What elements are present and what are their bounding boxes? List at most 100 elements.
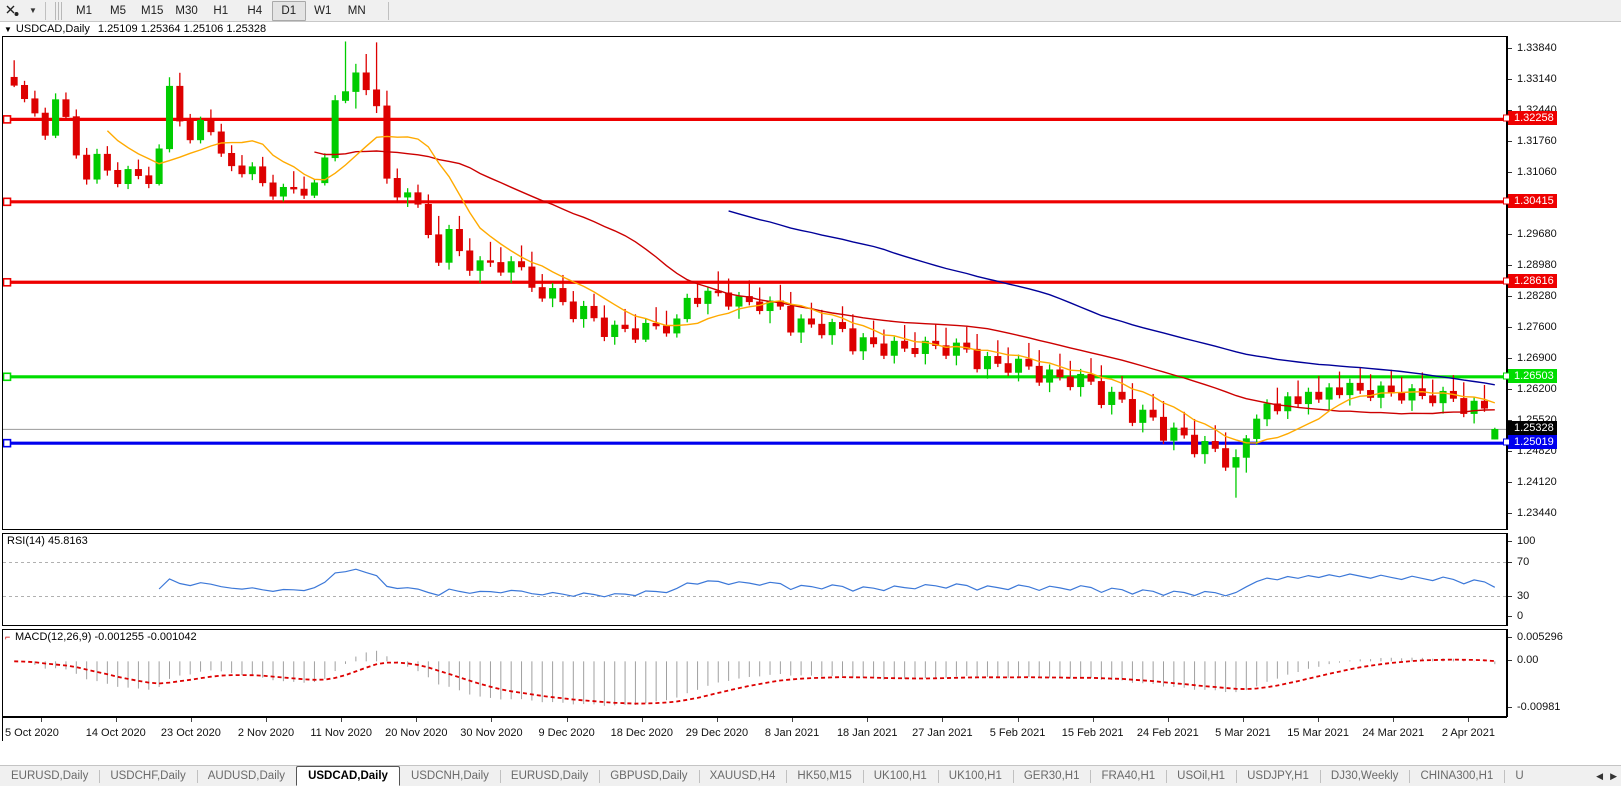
price-tick-label: 1.31760 xyxy=(1508,135,1557,147)
chart-tab-hk50-m15[interactable]: HK50,M15 xyxy=(786,766,862,786)
chart-tab-bar: EURUSD,Daily USDCHF,Daily AUDUSD,Daily USDC… xyxy=(0,765,1621,786)
chart-tab-uk100-h1[interactable]: UK100,H1 xyxy=(937,766,1013,786)
price-tick-label: 1.28280 xyxy=(1508,290,1557,302)
price-tick-label: 1.26200 xyxy=(1508,383,1557,395)
price-tick-label: 1.33840 xyxy=(1508,42,1557,54)
timeframe-d1-button[interactable]: D1 xyxy=(271,0,306,21)
chart-tab-dj30-weekly[interactable]: DJ30,Weekly xyxy=(1319,766,1410,786)
scroll-right-icon[interactable]: ▶ xyxy=(1610,770,1617,781)
toolbar-separator xyxy=(45,1,46,20)
price-tick-label: 1.26900 xyxy=(1508,352,1557,364)
date-axis-label: 30 Nov 2020 xyxy=(460,727,523,739)
price-level-handle[interactable] xyxy=(1503,277,1510,285)
date-tick xyxy=(1017,718,1019,722)
chart-tab-usdcnh-daily[interactable]: USDCNH,Daily xyxy=(410,770,489,782)
timeframe-group: M1 M5 M15 M30 H1 H4 D1 W1 MN xyxy=(67,0,374,21)
toolbar-grip[interactable] xyxy=(55,1,63,20)
timeframe-m5-button[interactable]: M5 xyxy=(110,4,126,17)
date-axis-label: 15 Feb 2021 xyxy=(1061,727,1124,739)
date-axis[interactable]: 5 Oct 2020 14 Oct 2020 23 Oct 2020 2 Nov 20… xyxy=(2,717,1507,741)
scroll-left-icon[interactable]: ◀ xyxy=(1596,770,1604,781)
toolbar-separator-2 xyxy=(387,1,389,20)
price-level-tag-support-green[interactable]: 1.26503 xyxy=(1508,368,1557,383)
price-tick-label: 1.28980 xyxy=(1508,259,1557,271)
symbol-info-bar: ▼ USDCAD,Daily 1.25109 1.25364 1.25106 1… xyxy=(0,22,1621,36)
date-axis-label: 20 Nov 2020 xyxy=(385,727,448,739)
rsi-indicator-pane[interactable]: RSI(14) 45.8163 xyxy=(2,533,1507,626)
price-scale[interactable]: 1.33840 1.33140 1.32440 1.31760 1.31060 1.296… xyxy=(1503,36,1621,530)
date-tick xyxy=(266,718,268,722)
chart-tab-usoil-h1[interactable]: USOil,H1 xyxy=(1166,766,1236,786)
timeframe-w1-button[interactable]: W1 xyxy=(314,4,332,17)
macd-chart-canvas xyxy=(14,650,1496,706)
date-tick xyxy=(491,718,493,722)
price-tick-label: 1.23440 xyxy=(1508,507,1557,519)
price-tick-label: 1.27600 xyxy=(1508,321,1557,333)
macd-scale[interactable]: 0.005296 0.00 -0.00981 xyxy=(1507,629,1621,717)
date-axis-label: 27 Jan 2021 xyxy=(912,727,973,739)
chart-tab-uk100-h1[interactable]: UK100,H1 xyxy=(862,766,938,786)
date-tick xyxy=(190,718,192,722)
date-axis-label: 15 Mar 2021 xyxy=(1287,727,1350,739)
date-tick xyxy=(115,718,117,722)
chart-tab-u[interactable]: U xyxy=(1504,766,1534,786)
chart-tab-eurusd-daily[interactable]: EURUSD,Daily xyxy=(499,766,599,786)
timeframe-mn-button[interactable]: MN xyxy=(347,4,366,17)
price-level-handle[interactable] xyxy=(1503,114,1510,122)
chart-tab-eurusd-daily[interactable]: EURUSD,Daily xyxy=(11,770,89,782)
macd-indicator-pane[interactable]: ⌐ MACD(12,26,9) -0.001255 -0.001042 xyxy=(2,629,1507,717)
triangle-down-icon[interactable]: ▼ xyxy=(4,24,12,34)
chevron-down-icon[interactable]: ▼ xyxy=(29,6,37,15)
chart-tab-gbpusd-daily[interactable]: GBPUSD,Daily xyxy=(599,766,698,786)
date-axis-label: 8 Jan 2021 xyxy=(764,727,820,739)
timeframe-h1-button[interactable]: H1 xyxy=(213,4,229,17)
date-axis-label: 14 Oct 2020 xyxy=(85,727,146,739)
macd-marker-icon: ⌐ xyxy=(5,632,11,642)
date-tick xyxy=(40,718,42,722)
crosshair-cursor-icon[interactable] xyxy=(0,1,26,21)
rsi-chart-canvas xyxy=(3,562,1506,598)
price-level-tag-resistance-1[interactable]: 1.32258 xyxy=(1508,111,1557,126)
price-level-handle[interactable] xyxy=(1503,438,1510,446)
rsi-scale[interactable]: 100 70 30 0 xyxy=(1507,533,1621,626)
chart-tab-usdcad-daily[interactable]: USDCAD,Daily xyxy=(296,766,400,786)
timeframe-m30-button[interactable]: M30 xyxy=(175,4,198,17)
price-level-tag-resistance-2[interactable]: 1.30415 xyxy=(1508,193,1557,208)
date-tick xyxy=(566,718,568,722)
chart-tab-xauusd-h4[interactable]: XAUUSD,H4 xyxy=(698,766,787,786)
price-tick-label: 1.29680 xyxy=(1508,228,1557,240)
chart-tab-fra40-h1[interactable]: FRA40,H1 xyxy=(1090,766,1166,786)
chart-tab-china300-h1[interactable]: CHINA300,H1 xyxy=(1409,766,1504,786)
date-tick xyxy=(1318,718,1320,722)
price-level-handle[interactable] xyxy=(1503,372,1510,380)
chart-tab-usdchf-daily[interactable]: USDCHF,Daily xyxy=(99,766,196,786)
macd-tick-label: 0.005296 xyxy=(1508,631,1563,643)
price-chart-pane[interactable] xyxy=(2,36,1507,530)
date-tick xyxy=(341,718,343,722)
chart-tab-ger30-h1[interactable]: GER30,H1 xyxy=(1012,766,1091,786)
price-level-tag-resistance-3[interactable]: 1.28616 xyxy=(1508,274,1557,289)
date-axis-label: 11 Nov 2020 xyxy=(310,727,372,739)
rsi-tick-label: 100 xyxy=(1508,535,1535,547)
macd-label: MACD(12,26,9) -0.001255 -0.001042 xyxy=(15,631,197,643)
chart-tab-usdjpy-h1[interactable]: USDJPY,H1 xyxy=(1236,766,1320,786)
date-axis-label: 2 Nov 2020 xyxy=(237,727,295,739)
date-tick xyxy=(641,718,643,722)
rsi-tick-label: 30 xyxy=(1508,590,1529,602)
timeframe-m1-button[interactable]: M1 xyxy=(76,4,92,17)
chart-tab-audusd-daily[interactable]: AUDUSD,Daily xyxy=(196,766,296,786)
macd-tick-label: 0.00 xyxy=(1508,654,1538,666)
timeframe-m15-button[interactable]: M15 xyxy=(141,4,164,17)
price-level-tag-support-blue[interactable]: 1.25019 xyxy=(1508,435,1557,450)
date-tick xyxy=(942,718,944,722)
date-tick xyxy=(1242,718,1244,722)
macd-tick-label: -0.00981 xyxy=(1508,701,1560,713)
date-tick xyxy=(1468,718,1470,722)
symbol-label: USDCAD,Daily xyxy=(15,23,90,35)
date-axis-label: 5 Oct 2020 xyxy=(5,727,59,739)
date-axis-label: 18 Dec 2020 xyxy=(610,727,673,739)
timeframe-h4-button[interactable]: H4 xyxy=(247,4,263,17)
date-axis-label: 24 Mar 2021 xyxy=(1362,727,1425,739)
price-level-handle[interactable] xyxy=(1503,197,1510,205)
